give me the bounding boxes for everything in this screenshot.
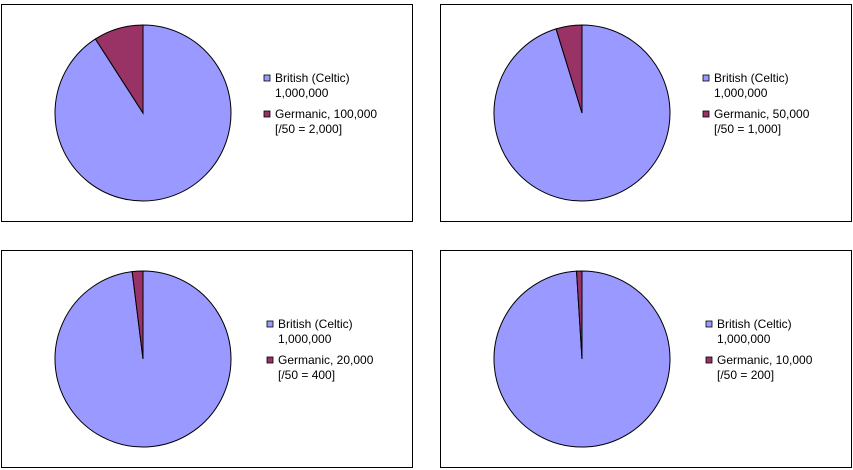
legend-label: British (Celtic) (717, 317, 792, 331)
legend-swatch (705, 320, 713, 328)
legend-label: Germanic, 100,000 (275, 107, 377, 121)
legend-label: [/50 = 200] (717, 368, 774, 382)
chart-panel: British (Celtic)1,000,000 Germanic, 100,0… (1, 4, 413, 222)
legend-label: British (Celtic) (275, 71, 350, 85)
legend-swatch (705, 356, 713, 364)
legend-swatch (266, 356, 274, 364)
chart-panel: British (Celtic)1,000,000 Germanic, 50,00… (440, 4, 852, 222)
legend-label: 1,000,000 (717, 332, 771, 346)
legend-swatch (266, 320, 274, 328)
legend-label: British (Celtic) (278, 317, 353, 331)
legend-label: 1,000,000 (275, 86, 329, 100)
legend-label: Germanic, 50,000 (714, 107, 810, 121)
pie-slice (94, 24, 144, 115)
legend-label: [/50 = 2,000] (275, 122, 342, 136)
legend-label: [/50 = 400] (278, 368, 335, 382)
pie-slice (555, 24, 583, 114)
pie-slice (131, 270, 144, 360)
legend-label: [/50 = 1,000] (714, 122, 781, 136)
legend-label: 1,000,000 (278, 332, 332, 346)
chart-panel: British (Celtic)1,000,000 Germanic, 10,00… (440, 250, 852, 468)
legend-label: British (Celtic) (714, 71, 789, 85)
chart-panel: British (Celtic)1,000,000 Germanic, 20,00… (1, 250, 413, 468)
legend-label: Germanic, 10,000 (717, 353, 813, 367)
pie-slice (575, 270, 583, 360)
legend-swatch (263, 110, 271, 118)
legend-label: 1,000,000 (714, 86, 768, 100)
legend-swatch (263, 74, 271, 82)
legend-swatch (702, 110, 710, 118)
legend-label: Germanic, 20,000 (278, 353, 374, 367)
legend-swatch (702, 74, 710, 82)
